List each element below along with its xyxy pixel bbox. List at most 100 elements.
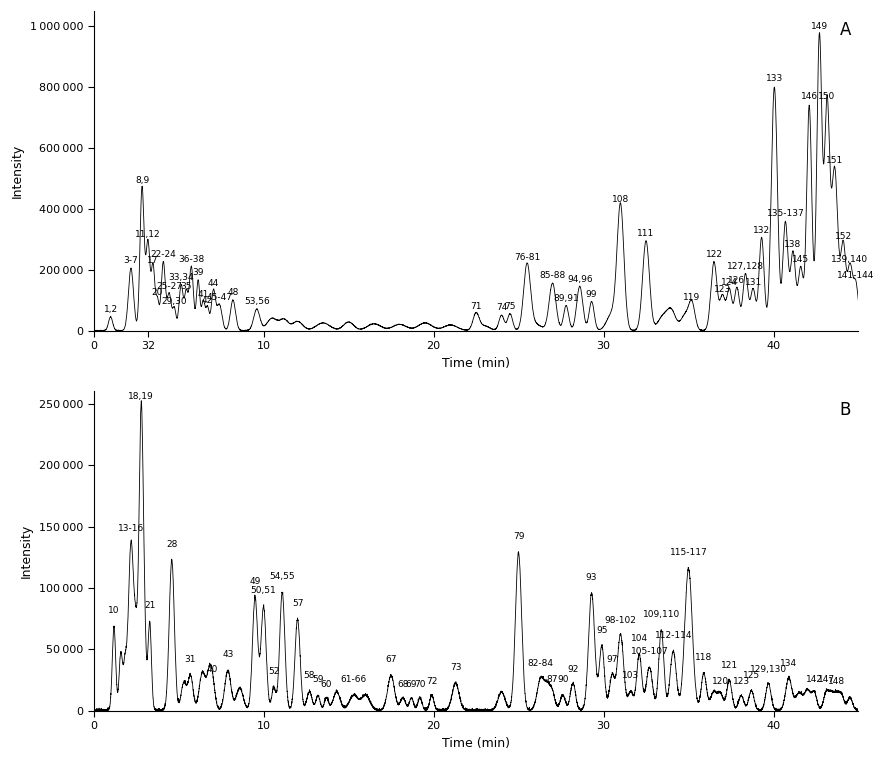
Text: 8,9: 8,9 (135, 176, 149, 185)
Text: B: B (839, 401, 851, 419)
Text: 133: 133 (766, 74, 783, 83)
Text: 152: 152 (835, 232, 851, 241)
Text: 151: 151 (826, 156, 843, 165)
Text: 125: 125 (742, 671, 760, 680)
Text: 11,12: 11,12 (136, 231, 160, 240)
Text: 41: 41 (198, 290, 209, 299)
Text: 3-7: 3-7 (124, 256, 138, 266)
Text: 148: 148 (828, 677, 845, 686)
Text: 72: 72 (426, 677, 438, 686)
Text: 28: 28 (166, 540, 177, 549)
Text: 93: 93 (586, 573, 597, 582)
Text: 43: 43 (222, 651, 234, 659)
Text: 82-84: 82-84 (528, 659, 554, 668)
Text: 18,19: 18,19 (128, 392, 154, 401)
Text: 150: 150 (819, 92, 835, 101)
Text: 127,128: 127,128 (727, 263, 764, 272)
Y-axis label: Intensity: Intensity (20, 524, 34, 578)
Text: 109,110: 109,110 (642, 610, 680, 619)
Text: 20: 20 (152, 288, 163, 298)
Text: 75: 75 (504, 302, 516, 311)
Text: 95: 95 (596, 626, 608, 635)
Text: 119: 119 (683, 293, 701, 302)
Text: 99: 99 (586, 290, 597, 299)
Text: 57: 57 (291, 599, 303, 608)
Text: 33,34: 33,34 (168, 273, 194, 282)
Text: 50,51: 50,51 (251, 587, 276, 595)
Text: 126: 126 (728, 276, 745, 285)
Text: 67: 67 (385, 655, 397, 664)
Text: 60: 60 (321, 680, 332, 689)
Text: 131: 131 (744, 278, 762, 287)
Text: A: A (839, 21, 851, 39)
Text: 134: 134 (781, 659, 797, 668)
Text: 111: 111 (637, 229, 655, 238)
Text: 138: 138 (784, 240, 802, 249)
Text: 54,55: 54,55 (269, 572, 295, 581)
Text: 31: 31 (184, 655, 196, 664)
Text: 112-114: 112-114 (655, 631, 692, 640)
Text: 52: 52 (268, 667, 279, 677)
Text: 29,30: 29,30 (161, 297, 187, 306)
Text: 40: 40 (207, 665, 218, 674)
Text: 94,96: 94,96 (567, 275, 593, 284)
Text: 25-27: 25-27 (156, 282, 183, 291)
Text: 115-117: 115-117 (670, 548, 707, 557)
Text: 103: 103 (622, 671, 640, 680)
Text: 141-144: 141-144 (837, 272, 874, 281)
X-axis label: Time (min): Time (min) (442, 357, 510, 370)
Text: 73: 73 (450, 663, 462, 671)
Text: 39: 39 (192, 269, 204, 278)
Text: 61-66: 61-66 (340, 675, 367, 684)
Text: 139,140: 139,140 (831, 255, 868, 264)
Text: 53,56: 53,56 (244, 298, 269, 307)
Text: 79: 79 (513, 532, 525, 541)
Text: 70: 70 (414, 680, 425, 689)
Text: 123: 123 (714, 285, 731, 295)
Text: 35: 35 (181, 282, 192, 291)
Text: 121: 121 (720, 661, 738, 670)
Text: 146: 146 (801, 92, 818, 101)
Text: 120: 120 (712, 677, 729, 686)
Text: 105-107: 105-107 (631, 647, 668, 656)
Text: 108: 108 (612, 196, 629, 205)
Text: 123: 123 (733, 677, 750, 686)
Text: 49: 49 (249, 577, 260, 585)
Text: 1,2: 1,2 (104, 305, 118, 314)
Text: 68: 68 (397, 680, 408, 689)
Text: 36-38: 36-38 (178, 255, 205, 264)
Text: 132: 132 (753, 226, 770, 235)
Text: 145: 145 (792, 255, 809, 264)
Text: 85-88: 85-88 (540, 272, 565, 281)
Text: 59: 59 (312, 675, 323, 684)
Text: 135-137: 135-137 (766, 209, 804, 218)
Text: 97: 97 (606, 655, 618, 664)
Text: 69: 69 (406, 680, 417, 689)
Text: 87: 87 (547, 675, 558, 684)
Text: 21: 21 (144, 601, 155, 610)
Text: 22-24: 22-24 (151, 250, 176, 260)
Text: 90: 90 (557, 675, 569, 684)
Text: 76-81: 76-81 (514, 253, 540, 263)
Text: 122: 122 (705, 250, 722, 260)
X-axis label: Time (min): Time (min) (442, 737, 510, 750)
Text: 104: 104 (631, 635, 648, 643)
Text: 129,130: 129,130 (750, 665, 787, 674)
Text: 44: 44 (208, 279, 219, 288)
Text: 10: 10 (108, 606, 120, 615)
Text: 45-47: 45-47 (206, 293, 232, 302)
Text: 92: 92 (567, 665, 579, 674)
Text: 58: 58 (304, 671, 315, 680)
Y-axis label: Intensity: Intensity (12, 144, 24, 198)
Text: 48: 48 (228, 288, 238, 298)
Text: 71: 71 (470, 302, 482, 311)
Text: 89,91: 89,91 (553, 294, 579, 303)
Text: 118: 118 (696, 653, 712, 662)
Text: 17: 17 (147, 256, 159, 266)
Text: 13-16: 13-16 (118, 524, 144, 533)
Text: 74: 74 (496, 304, 507, 313)
Text: 147: 147 (818, 675, 835, 684)
Text: 124: 124 (721, 278, 738, 287)
Text: 142: 142 (805, 675, 823, 684)
Text: 149: 149 (811, 22, 828, 31)
